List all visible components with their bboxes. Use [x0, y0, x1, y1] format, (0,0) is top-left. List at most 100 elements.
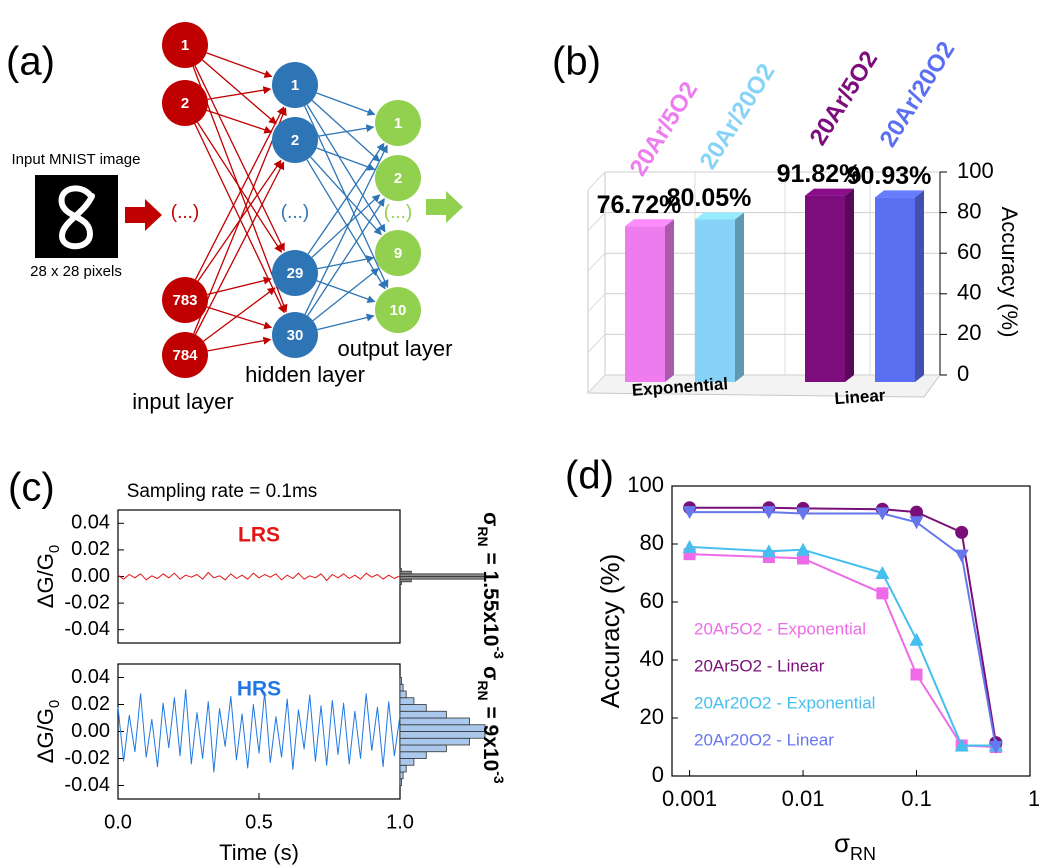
histogram-bar: [400, 711, 446, 718]
histogram-bar: [400, 725, 485, 732]
stat-label-part: RN: [475, 526, 491, 546]
histogram-bar: [400, 779, 402, 786]
bar: [625, 226, 665, 382]
y-axis-label-part: 0: [46, 700, 63, 708]
node-label: 1: [394, 115, 402, 132]
panel-label: (c): [8, 466, 55, 510]
series-label: LRS: [238, 524, 280, 547]
node-label: 2: [181, 95, 189, 112]
histogram-bar: [400, 678, 402, 685]
histogram-bar: [400, 718, 470, 725]
pixel-caption: 28 x 28 pixels: [30, 263, 122, 280]
histogram-bar: [400, 752, 426, 759]
stat-label-part: RN: [475, 680, 491, 700]
layer-name: input layer: [132, 389, 234, 414]
node-label: 783: [172, 292, 197, 309]
node-label: 2: [394, 170, 402, 187]
series-label: HRS: [237, 678, 281, 701]
y-axis-label-part: ΔG/G: [33, 708, 58, 763]
histogram-bar: [400, 772, 403, 779]
page: {"diagram": {"label": "(a)", "input_capt…: [0, 0, 1039, 867]
histogram-bar: [400, 691, 406, 698]
y-tick-label: 80: [957, 198, 981, 223]
y-tick-label: -0.02: [64, 747, 110, 769]
layer-name: output layer: [338, 336, 453, 361]
node-label: 784: [172, 347, 198, 364]
node-label: 9: [394, 245, 402, 262]
y-tick-label: 0.02: [71, 693, 110, 715]
x-tick-label: 0.001: [662, 786, 717, 811]
x-tick-label: 0.1: [901, 786, 932, 811]
legend-label: 20Ar5O2 - Linear: [694, 656, 825, 675]
y-tick-label: 60: [640, 588, 664, 613]
value-label: 90.93%: [847, 162, 932, 190]
y-tick-label: 0.02: [71, 538, 110, 560]
x-axis-label-part: σ: [834, 828, 850, 858]
stat-label-part: = 9x10: [479, 701, 502, 772]
y-tick-label: 100: [957, 158, 994, 183]
x-axis-label-part: RN: [850, 844, 876, 864]
y-tick-label: 0.04: [71, 512, 110, 534]
bar: [875, 197, 915, 382]
histogram-bar: [400, 738, 470, 745]
node-label: 10: [390, 302, 407, 319]
value-label: 80.05%: [667, 184, 752, 212]
panel-label: (b): [552, 40, 601, 84]
x-tick-label: 1.0: [386, 811, 414, 833]
ellipsis: (...): [171, 202, 200, 223]
y-tick-label: -0.02: [64, 591, 110, 613]
histogram-bar: [400, 765, 406, 772]
histogram-bar: [400, 698, 414, 705]
y-axis-label: Accuracy (%): [595, 554, 625, 709]
stat-label-part: = 1.55x10: [479, 547, 502, 647]
node-label: 30: [287, 327, 304, 344]
node-label: 2: [291, 132, 299, 149]
histogram-bar: [400, 745, 446, 752]
marker: [876, 587, 888, 599]
y-tick-label: -0.04: [64, 774, 110, 796]
y-tick-label: 0.00: [71, 720, 110, 742]
x-tick-label: 1: [1028, 786, 1039, 811]
stat-label-part: -3: [491, 646, 507, 659]
layer-name: hidden layer: [245, 362, 365, 387]
panel-label: (a): [6, 40, 55, 84]
x-tick-label: 0.0: [104, 811, 132, 833]
y-axis-label-part: 0: [46, 545, 63, 553]
histogram-bar: [400, 574, 485, 577]
histogram-bar: [400, 684, 403, 691]
y-tick-label: 20: [640, 704, 664, 729]
subtitle: Sampling rate = 0.1ms: [127, 481, 318, 502]
y-tick-label: 0: [652, 762, 664, 787]
y-tick-label: 40: [640, 646, 664, 671]
ellipsis: (...): [384, 202, 413, 223]
bar-side: [845, 189, 854, 382]
legend-label: 20Ar20O2 - Exponential: [694, 693, 875, 712]
y-tick-label: 80: [640, 530, 664, 555]
node-label: 1: [181, 37, 189, 54]
histogram-bar: [400, 705, 426, 712]
stat-label-part: σ: [479, 666, 502, 680]
stat-label-part: σ: [479, 512, 502, 526]
node-label: 29: [287, 265, 304, 282]
bar-side: [665, 219, 674, 382]
legend-label: 20Ar20O2 - Linear: [694, 730, 834, 749]
panel-label: (d): [565, 454, 614, 498]
histogram-bar: [400, 569, 401, 572]
input-caption: Input MNIST image: [12, 151, 141, 168]
y-tick-label: 0.00: [71, 565, 110, 587]
histogram-bar: [400, 732, 485, 739]
bar-side: [915, 190, 924, 382]
y-axis-label-part: ΔG/G: [33, 553, 58, 608]
marker: [911, 669, 923, 681]
legend-label: 20Ar5O2 - Exponential: [694, 619, 866, 638]
histogram-bar: [400, 759, 414, 766]
y-tick-label: -0.04: [64, 618, 110, 640]
bar: [695, 219, 735, 382]
bar: [805, 196, 845, 382]
ellipsis: (...): [281, 202, 310, 223]
x-tick-label: 0.5: [245, 811, 273, 833]
y-tick-label: 40: [957, 280, 981, 305]
x-axis-label: Time (s): [219, 840, 299, 865]
bar-side: [735, 212, 744, 382]
y-tick-label: 0: [957, 361, 969, 386]
